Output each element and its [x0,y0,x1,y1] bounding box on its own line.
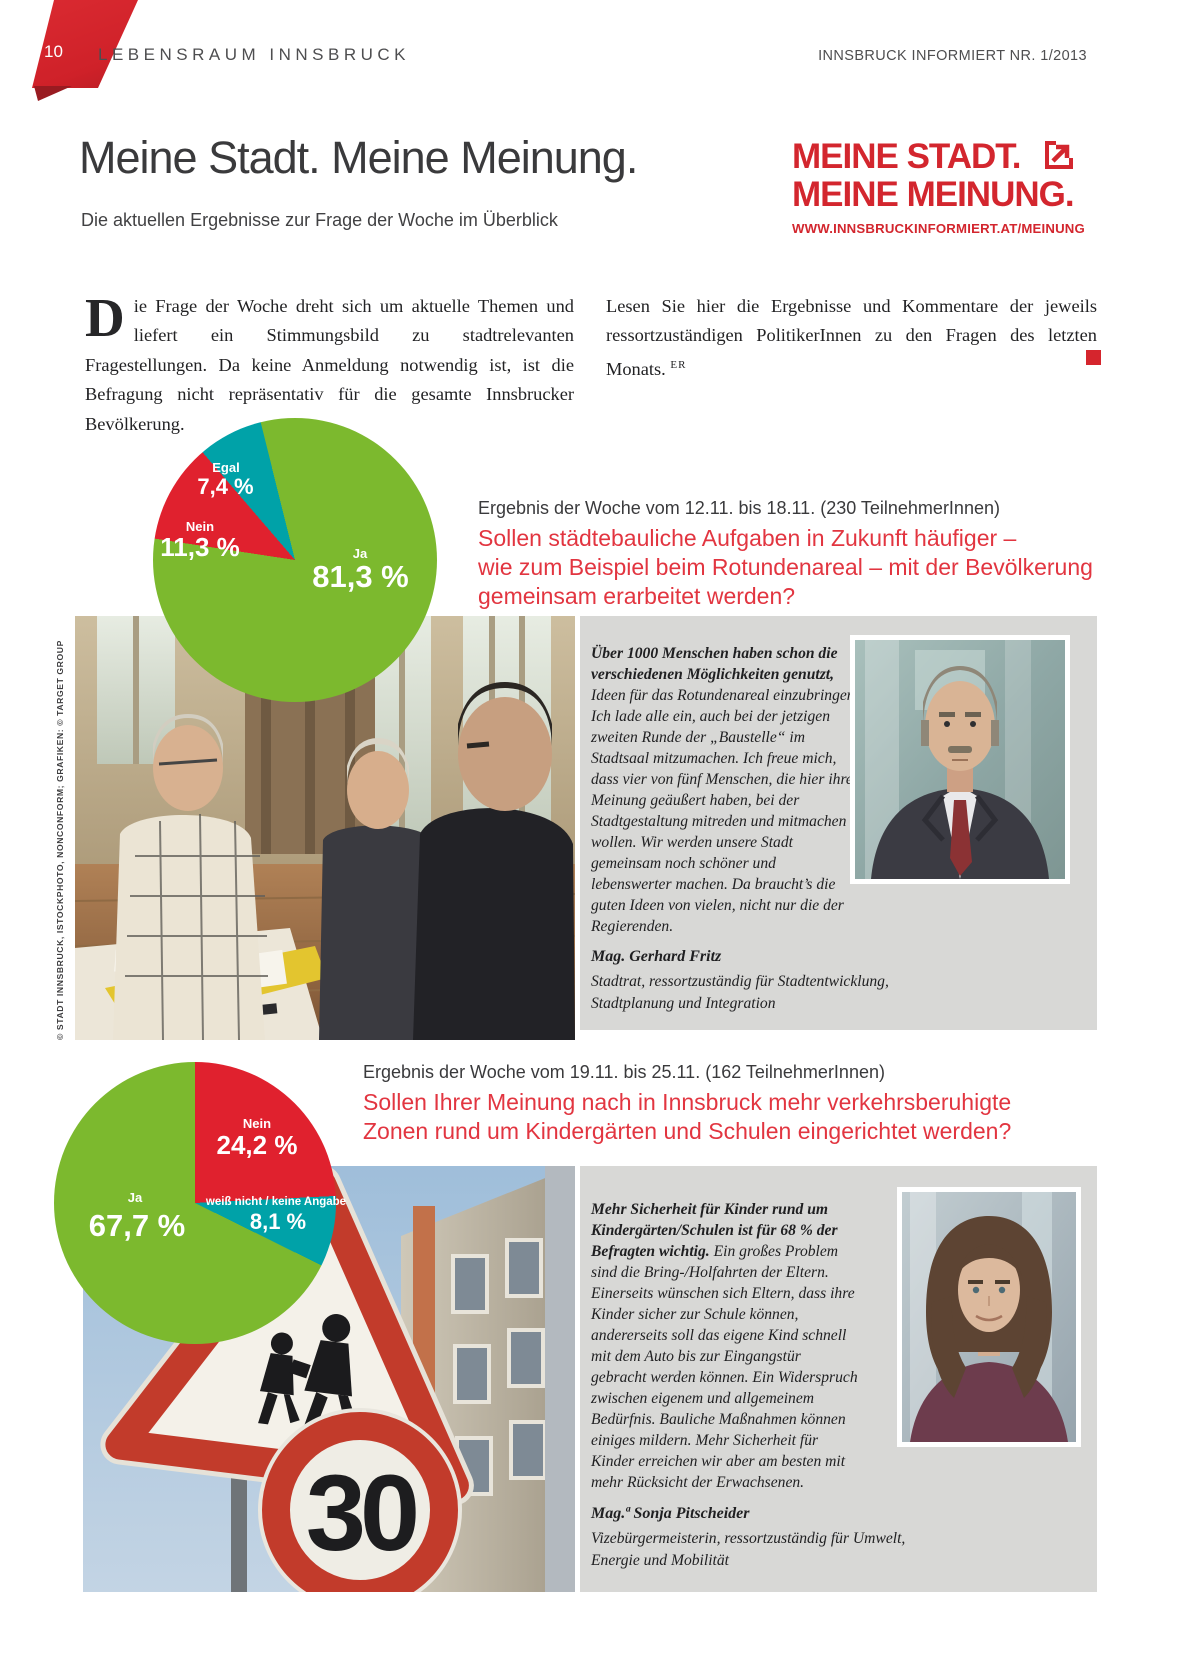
arrow-box-icon [1045,141,1073,169]
photo-credit: © STADT INNSBRUCK, ISTOCKPHOTO, NONCONFO… [55,640,65,1040]
section-title: LEBENSRAUM INNSBRUCK [98,45,410,64]
pie1-ja-value: 81,3 % [312,559,409,594]
page-number: 10 [44,42,63,61]
photo-citizens-meeting [75,616,575,1040]
pie1-egal-value: 7,4 % [197,474,254,499]
pie-chart-week2 [54,1062,336,1344]
person1-name: Mag. Gerhard Fritz [591,948,722,965]
pie2-ja-label: Ja [127,1190,143,1205]
dropcap: D [85,287,125,348]
pie2-wn-label: weiß nicht / keine Angabe [205,1196,347,1208]
quote-box-week2: Mehr Sicherheit für Kinder rund um Kinde… [580,1166,1097,1592]
campaign-logo-line2: MEINE MEINUNG. [792,175,1075,214]
survey1-question: Sollen städtebauliche Aufgaben in Zukunf… [478,525,1093,609]
pie1-nein-label: Nein [185,519,215,534]
survey2-question: Sollen Ihrer Meinung nach in Innsbruck m… [363,1089,1012,1144]
pie1-nein-value: 11,3 % [160,532,240,562]
pie1-ja-label: Ja [352,546,368,561]
pie2-nein-label: Nein [242,1116,272,1131]
quote2-text: Ein großes Problem sind die Bring-/Holfa… [591,1243,858,1491]
pie2-nein-value: 24,2 % [216,1130,298,1160]
svg-text:30: 30 [306,1452,416,1573]
survey2-meta: Ergebnis der Woche vom 19.11. bis 25.11.… [363,1062,885,1082]
person1-role: Stadtrat, ressortzuständig für Stadtentw… [591,973,889,1012]
page-title: Meine Stadt. Meine Meinung. [79,132,638,183]
campaign-logo: MEINE STADT. MEINE MEINUNG. WWW.INNSBRUC… [792,137,1102,237]
campaign-logo-line1: MEINE STADT. [792,137,1021,176]
quote1-text: Ideen für das Rotundenareal einzubringen… [591,687,859,935]
campaign-url: WWW.INNSBRUCKINFORMIERT.AT/MEINUNG [792,221,1085,236]
quote1-lead: Über 1000 Menschen haben schon die versc… [591,645,838,683]
quote2-lead: Mehr Sicherheit für Kinder rund um Kinde… [591,1201,838,1260]
quote1: Über 1000 Menschen haben schon die versc… [591,643,859,937]
pie1-egal-label: Egal [212,460,240,475]
person2-name: Mag.ª Sonja Pitscheider [591,1505,750,1522]
quote-box-week1: Über 1000 Menschen haben schon die versc… [580,616,1097,1030]
end-marker [1086,350,1101,365]
portrait-sonja-pitscheider [897,1187,1081,1447]
person2-role: Vizebürgermeisterin, ressortzuständig fü… [591,1530,906,1569]
pie2-ja-value: 67,7 % [88,1208,186,1243]
pie-chart-week1 [153,418,437,702]
intro-right-text: Lesen Sie hier die Ergebnisse und Kommen… [606,296,1097,379]
intro-left-text: ie Frage der Woche dreht sich um aktuell… [85,296,574,434]
issue-label: INNSBRUCK INFORMIERT NR. 1/2013 [818,48,1087,64]
intro-paragraph-right: Lesen Sie hier die Ergebnisse und Kommen… [606,292,1097,384]
pie2-wn-value: 8,1 % [249,1209,307,1234]
author-initials: ER [670,358,687,371]
survey1-meta: Ergebnis der Woche vom 12.11. bis 18.11.… [478,498,1000,518]
red-ribbon-fold [34,86,72,101]
page-subtitle: Die aktuellen Ergebnisse zur Frage der W… [81,210,558,230]
quote2: Mehr Sicherheit für Kinder rund um Kinde… [591,1199,859,1493]
portrait-gerhard-fritz [850,635,1070,884]
